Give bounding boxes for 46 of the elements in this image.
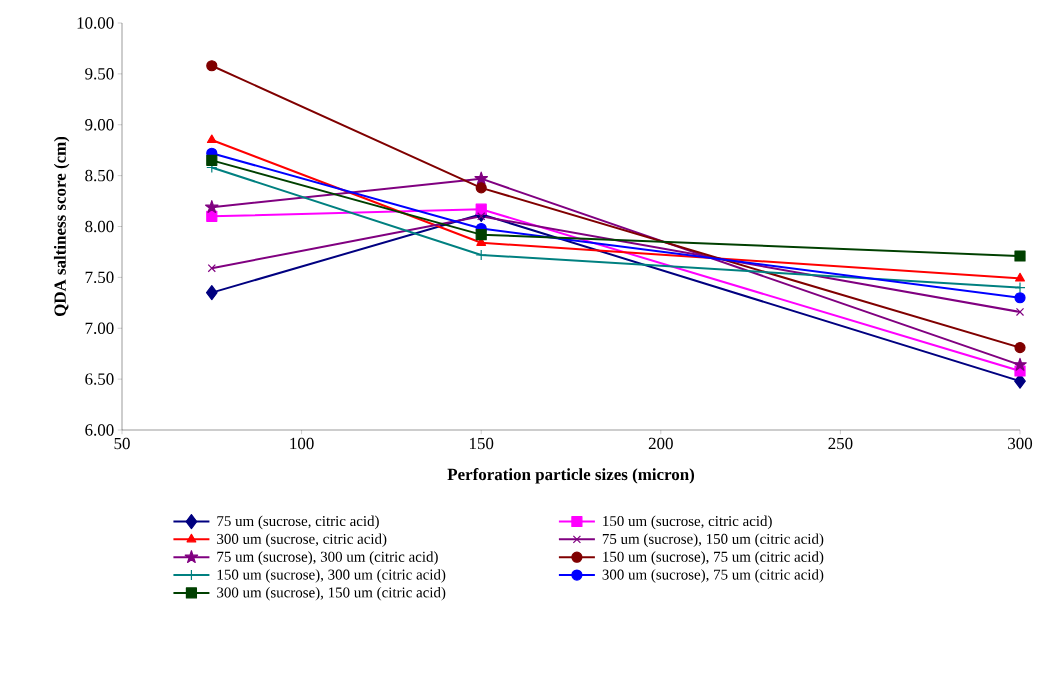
point [207, 264, 216, 273]
point [475, 203, 487, 215]
point [1015, 272, 1025, 282]
point [477, 212, 486, 221]
y-tick-label: 10.00 [77, 17, 114, 29]
legend-label: 150 um (sucrose), 300 um (citric acid) [217, 569, 446, 583]
point [206, 210, 218, 222]
y-tick-label: 6.50 [85, 373, 114, 385]
legend-label: 300 um (sucrose, citric acid) [217, 533, 387, 547]
point [205, 200, 219, 214]
legend-label: 150 um (sucrose), 75 um (citric acid) [603, 551, 824, 565]
point [1013, 357, 1027, 371]
point [1014, 341, 1026, 354]
x-tick-label: 250 [828, 437, 853, 450]
point [1014, 292, 1026, 304]
legend-label: 75 um (sucrose), 300 um (citric acid) [217, 551, 438, 565]
x-tick-label: 100 [290, 437, 314, 450]
y-tick-label: 9.50 [85, 68, 114, 80]
point [206, 134, 217, 144]
x-tick-label: 50 [114, 437, 130, 450]
point [475, 182, 487, 194]
y-tick-label: 7.50 [85, 271, 114, 284]
point [475, 229, 487, 241]
legend-label: 300 um (sucrose), 75 um (citric acid) [602, 569, 824, 583]
legend-label: 75 um (sucrose), 150 um (citric acid) [602, 533, 824, 547]
point [1014, 281, 1026, 294]
x-tick-label: 150 [469, 437, 494, 450]
y-axis-title: QDA saltiness score (cm) [53, 136, 70, 317]
x-axis-title: Perforation particle sizes (micron) [447, 468, 695, 484]
y-tick-label: 9.00 [85, 119, 114, 131]
point [206, 154, 218, 166]
legend-label: 300 um (sucrose), 150 um (citric acid) [217, 586, 446, 601]
x-tick-label: 300 [1008, 437, 1033, 450]
legend-label: 75 um (sucrose, citric acid) [217, 515, 379, 530]
point [474, 171, 488, 185]
point [475, 249, 487, 261]
y-tick-label: 8.50 [85, 169, 114, 182]
point [206, 60, 218, 72]
point [1015, 307, 1025, 317]
legend-label: 150 um (sucrose, citric acid) [603, 515, 772, 530]
y-tick-label: 8.00 [85, 220, 114, 233]
point [1014, 250, 1026, 262]
y-tick-label: 7.00 [85, 322, 114, 334]
y-tick-label: 6.00 [85, 424, 114, 436]
x-tick-label: 200 [648, 437, 673, 450]
point [205, 285, 218, 301]
